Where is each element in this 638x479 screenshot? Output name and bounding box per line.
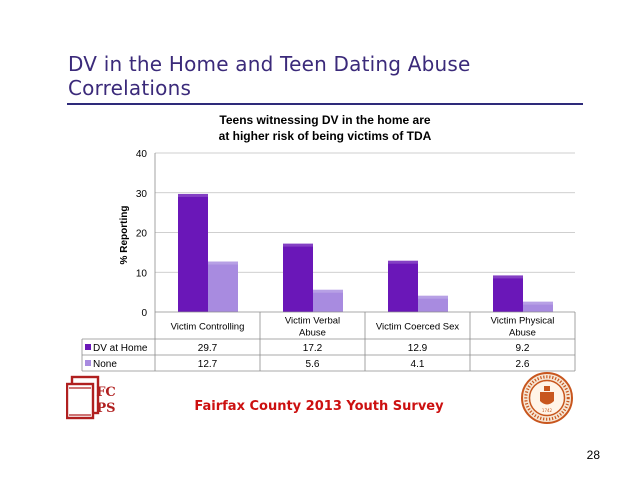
legend-label: None (93, 359, 117, 370)
bar-highlight (283, 243, 313, 247)
bar-highlight (523, 301, 553, 305)
bar-dv-at-home (493, 275, 523, 312)
y-axis-label: % Reporting (119, 206, 130, 265)
bar-dv-at-home (178, 193, 208, 312)
fcps-logo-text-ps: PS (96, 401, 115, 416)
bar-none (418, 295, 448, 312)
category-label: Abuse (509, 328, 536, 339)
bar-highlight (208, 261, 238, 265)
bar-highlight (178, 193, 208, 197)
slide-title: DV in the Home and Teen Dating Abuse Cor… (68, 52, 471, 100)
survey-source: Fairfax County 2013 Youth Survey (194, 399, 444, 414)
y-tick-label: 20 (136, 229, 148, 240)
category-label: Victim Physical (491, 316, 555, 327)
fcps-logo: FC PS (66, 375, 116, 420)
data-label: 17.2 (303, 343, 323, 354)
bar-highlight (388, 260, 418, 264)
bar-highlight (313, 289, 343, 293)
bar-dv-at-home (283, 243, 313, 312)
page-number: 28 (586, 448, 600, 462)
svg-text:1742: 1742 (542, 408, 553, 413)
category-label: Abuse (299, 328, 326, 339)
category-label: Victim Controlling (171, 322, 245, 333)
data-label: 29.7 (198, 343, 218, 354)
category-label: Victim Coerced Sex (376, 322, 459, 333)
y-tick-label: 40 (136, 149, 148, 160)
bar-none (523, 301, 553, 312)
bar-highlight (418, 295, 448, 299)
data-label: 12.7 (198, 359, 218, 370)
title-rule (67, 103, 583, 105)
y-tick-label: 30 (136, 189, 148, 200)
legend-swatch-dv-at-home (85, 344, 91, 350)
data-label: 4.1 (411, 359, 425, 370)
bar-none (313, 289, 343, 312)
y-tick-label: 10 (136, 268, 148, 279)
data-label: 12.9 (408, 343, 428, 354)
y-tick-label: 0 (141, 308, 147, 319)
bar-highlight (493, 275, 523, 279)
legend-swatch-none (85, 360, 91, 366)
chart-title-line: Teens witnessing DV in the home are (219, 113, 430, 127)
bar-none (208, 261, 238, 312)
data-label: 2.6 (516, 359, 530, 370)
bar-dv-at-home (388, 260, 418, 312)
category-label: Victim Verbal (285, 316, 340, 327)
legend-label: DV at Home (93, 343, 148, 354)
data-label: 9.2 (516, 343, 530, 354)
fcps-logo-text-fc: FC (96, 385, 116, 400)
data-label: 5.6 (306, 359, 320, 370)
chart-title-line: at higher risk of being victims of TDA (219, 129, 432, 143)
county-seal: 1742 (521, 372, 573, 424)
